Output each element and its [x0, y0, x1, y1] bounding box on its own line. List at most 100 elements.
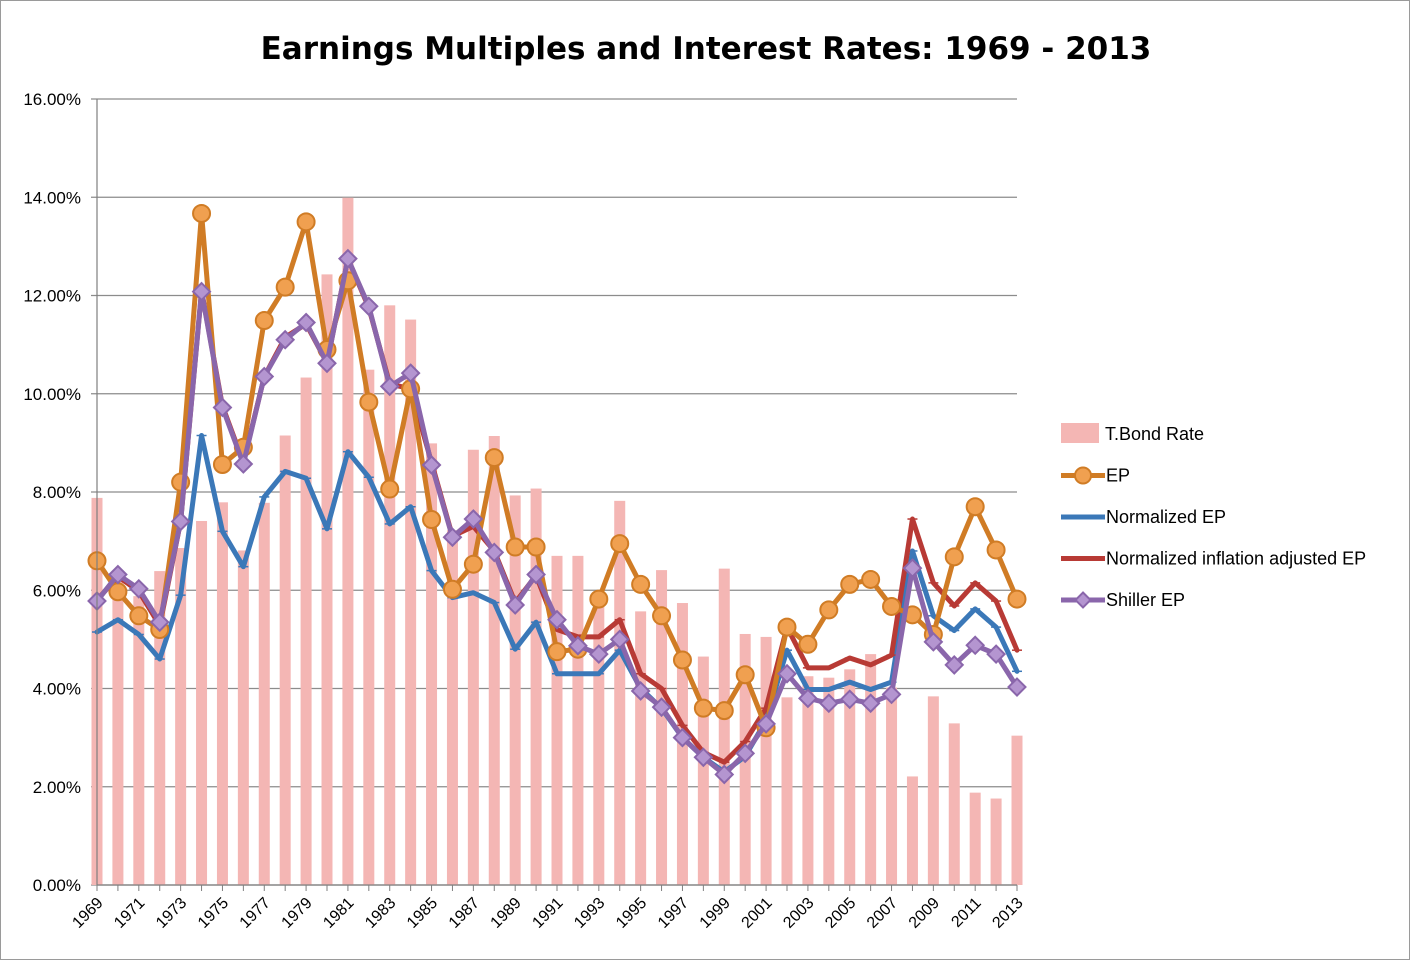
data-point	[1007, 677, 1027, 697]
bar	[886, 687, 898, 885]
bar	[279, 435, 291, 885]
data-point	[965, 497, 985, 517]
bar	[342, 197, 354, 885]
bar	[154, 571, 166, 885]
legend-label: T.Bond Rate	[1105, 424, 1204, 444]
data-point	[631, 574, 651, 594]
data-point	[672, 650, 692, 670]
y-tick-label: 6.00%	[33, 581, 81, 600]
data-point	[484, 448, 504, 468]
bar	[656, 570, 668, 885]
data-point	[986, 540, 1006, 560]
bar	[781, 697, 793, 885]
data-point	[547, 609, 567, 630]
data-point	[233, 454, 254, 474]
legend-marker	[1074, 466, 1092, 485]
data-point	[359, 392, 379, 412]
data-point	[756, 713, 777, 734]
y-tick-label: 2.00%	[33, 778, 81, 797]
x-tick-label: 1983	[362, 895, 399, 932]
data-point	[400, 363, 421, 384]
data-point	[609, 629, 630, 650]
data-point	[588, 644, 609, 665]
x-tick-label: 2007	[864, 895, 901, 932]
axes: 0.00% 2.00% 4.00% 6.00% 8.00% 10.00% 12.00% 14.…	[23, 90, 1026, 932]
bar	[635, 611, 647, 885]
data-point	[296, 312, 317, 333]
legend-marker	[1074, 591, 1092, 609]
legend-label: Shiller EP	[1106, 590, 1185, 610]
bar	[509, 495, 521, 885]
bar	[969, 792, 981, 885]
x-tick-label: 1969	[69, 895, 106, 932]
bar	[133, 596, 145, 885]
y-tick-label: 4.00%	[33, 680, 81, 699]
data-point	[839, 689, 860, 710]
data-point	[212, 454, 232, 474]
chart-title: Earnings Multiples and Interest Rates: 1…	[261, 31, 1152, 67]
bar	[530, 488, 542, 885]
data-point	[526, 537, 546, 557]
bar	[258, 502, 270, 885]
data-point	[986, 644, 1007, 665]
data-point	[944, 655, 965, 675]
x-tick-label: 2005	[822, 895, 859, 932]
bar	[802, 676, 814, 885]
legend: T.Bond Rate EP Normalized EP Normalized inf…	[1061, 423, 1366, 610]
x-tick-label: 2013	[989, 895, 1026, 932]
bar	[196, 520, 208, 885]
data-point	[358, 296, 379, 317]
y-tick-label: 10.00%	[23, 385, 81, 404]
data-point	[442, 579, 462, 599]
bar	[363, 369, 375, 886]
bar	[384, 305, 396, 885]
bar	[1011, 735, 1023, 885]
y-tick-label: 14.00%	[23, 188, 81, 207]
x-tick-label: 1993	[571, 895, 608, 932]
data-point	[777, 617, 797, 637]
data-point	[965, 635, 986, 656]
data-point	[254, 366, 275, 387]
data-point	[735, 743, 756, 764]
bar	[175, 548, 187, 885]
legend-label: Normalized EP	[1106, 507, 1226, 527]
data-point	[651, 697, 672, 718]
data-point	[149, 612, 170, 633]
data-point	[735, 665, 755, 685]
data-point	[797, 688, 818, 709]
data-point	[421, 455, 442, 475]
data-point	[693, 747, 714, 768]
data-point	[840, 574, 860, 594]
bar	[906, 776, 918, 885]
y-tick-label: 16.00%	[23, 90, 81, 109]
data-point	[170, 511, 191, 532]
data-point	[944, 547, 964, 567]
x-tick-label: 1981	[320, 895, 357, 932]
bar	[697, 656, 709, 885]
x-tick-label: 2009	[906, 895, 943, 932]
data-point	[672, 727, 693, 748]
bar	[446, 530, 458, 885]
x-tick-label: 1991	[529, 895, 566, 932]
data-point	[275, 277, 295, 297]
data-point	[484, 542, 505, 563]
bar	[718, 568, 730, 885]
data-point	[902, 558, 923, 579]
bar	[488, 435, 500, 885]
data-point	[505, 595, 526, 615]
bar	[426, 443, 438, 885]
data-point	[881, 684, 902, 705]
data-point	[777, 663, 797, 684]
data-point	[798, 634, 818, 654]
data-point	[526, 564, 547, 585]
bar	[593, 599, 605, 885]
y-tick-label: 12.00%	[23, 287, 81, 306]
data-point	[275, 329, 296, 350]
legend-label: EP	[1106, 466, 1130, 486]
bar	[237, 550, 249, 885]
legend-label: Normalized inflation adjusted EP	[1106, 549, 1366, 569]
x-tick-label: 1977	[237, 895, 274, 932]
x-tick-label: 1985	[404, 895, 441, 932]
